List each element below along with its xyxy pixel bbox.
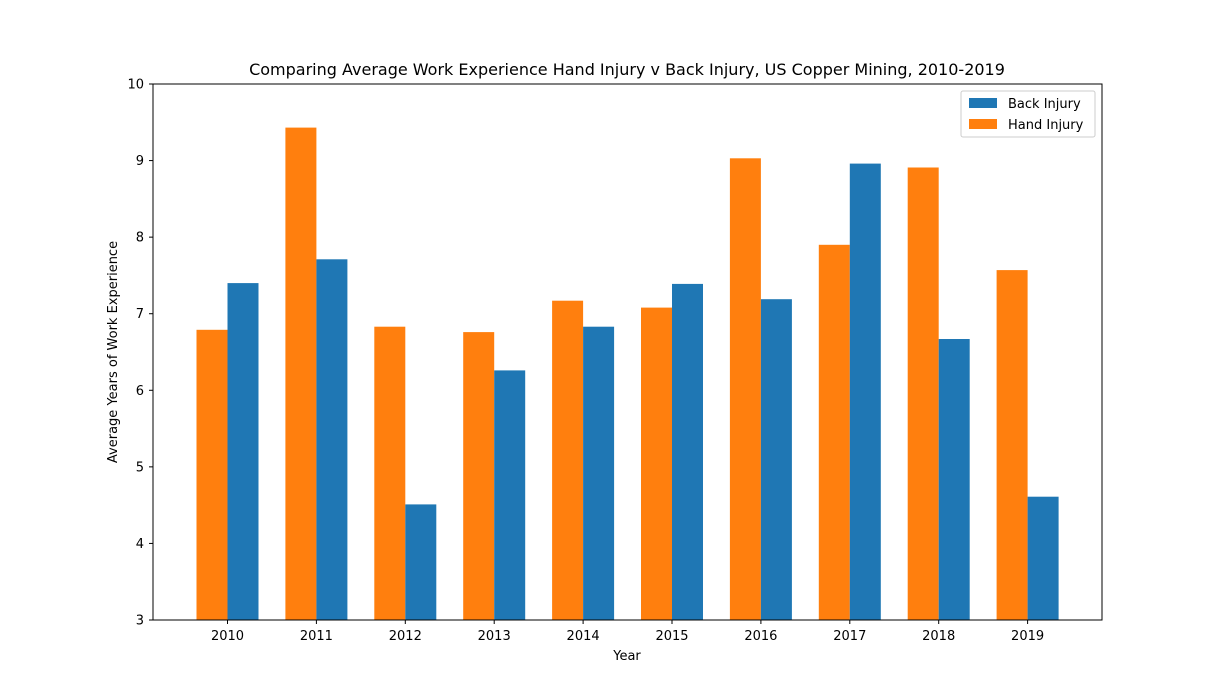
bar-back-injury-2015: [672, 283, 703, 620]
chart-title: Comparing Average Work Experience Hand I…: [249, 60, 1005, 79]
x-tick-label-2013: 2013: [478, 629, 511, 644]
bar-back-injury-2010: [227, 283, 259, 620]
x-axis-label: Year: [612, 649, 641, 664]
bar-hand-injury-2017: [818, 244, 850, 621]
bar-hand-injury-2016: [729, 158, 761, 621]
legend-swatch-hand-injury: [969, 119, 997, 129]
y-tick-label-8: 8: [136, 231, 144, 246]
y-tick-label-5: 5: [136, 460, 144, 475]
bar-hand-injury-2019: [996, 270, 1028, 620]
bar-back-injury-2014: [583, 326, 615, 620]
x-tick-label-2011: 2011: [300, 629, 333, 644]
bar-hand-injury-2012: [374, 326, 406, 620]
y-axis-label: Average Years of Work Experience: [106, 241, 121, 463]
y-tick-label-10: 10: [127, 78, 144, 93]
y-tick-label-4: 4: [136, 537, 144, 552]
legend: Back Injury Hand Injury: [960, 90, 1096, 138]
x-tick-label-2015: 2015: [655, 629, 688, 644]
y-tick-label-7: 7: [136, 307, 144, 322]
bar-back-injury-2019: [1027, 496, 1059, 620]
bar-back-injury-2017: [849, 163, 881, 620]
bar-back-injury-2011: [316, 259, 348, 620]
bar-hand-injury-2018: [907, 167, 939, 620]
bar-hand-injury-2014: [552, 300, 584, 620]
bar-back-injury-2018: [938, 339, 970, 620]
bar-back-injury-2013: [494, 370, 526, 620]
bar-back-injury-2012: [405, 504, 437, 620]
bar-back-injury-2016: [760, 299, 792, 620]
plot-frame: [152, 83, 1103, 621]
bars-group: [196, 127, 1059, 621]
x-tick-label-2018: 2018: [922, 629, 955, 644]
y-axis: 3 4 5 6 7 8 9 10: [127, 78, 153, 629]
x-tick-label-2016: 2016: [744, 629, 777, 644]
y-tick-label-9: 9: [136, 154, 144, 169]
x-tick-label-2014: 2014: [567, 629, 600, 644]
bar-hand-injury-2011: [285, 127, 317, 620]
bar-hand-injury-2010: [196, 329, 228, 620]
y-tick-label-3: 3: [136, 614, 144, 629]
legend-label-hand-injury: Hand Injury: [1008, 118, 1084, 133]
legend-swatch-back-injury: [969, 98, 997, 108]
x-tick-label-2019: 2019: [1011, 629, 1044, 644]
x-tick-label-2012: 2012: [389, 629, 422, 644]
x-axis: 2010 2011 2012 2013 2014 2015 2016 2017 2018 2019: [211, 620, 1044, 644]
bar-hand-injury-2013: [463, 332, 495, 620]
bar-hand-injury-2015: [641, 307, 672, 620]
x-tick-label-2017: 2017: [833, 629, 866, 644]
x-tick-label-2010: 2010: [211, 629, 244, 644]
legend-label-back-injury: Back Injury: [1008, 97, 1081, 112]
y-tick-label-6: 6: [136, 384, 144, 399]
